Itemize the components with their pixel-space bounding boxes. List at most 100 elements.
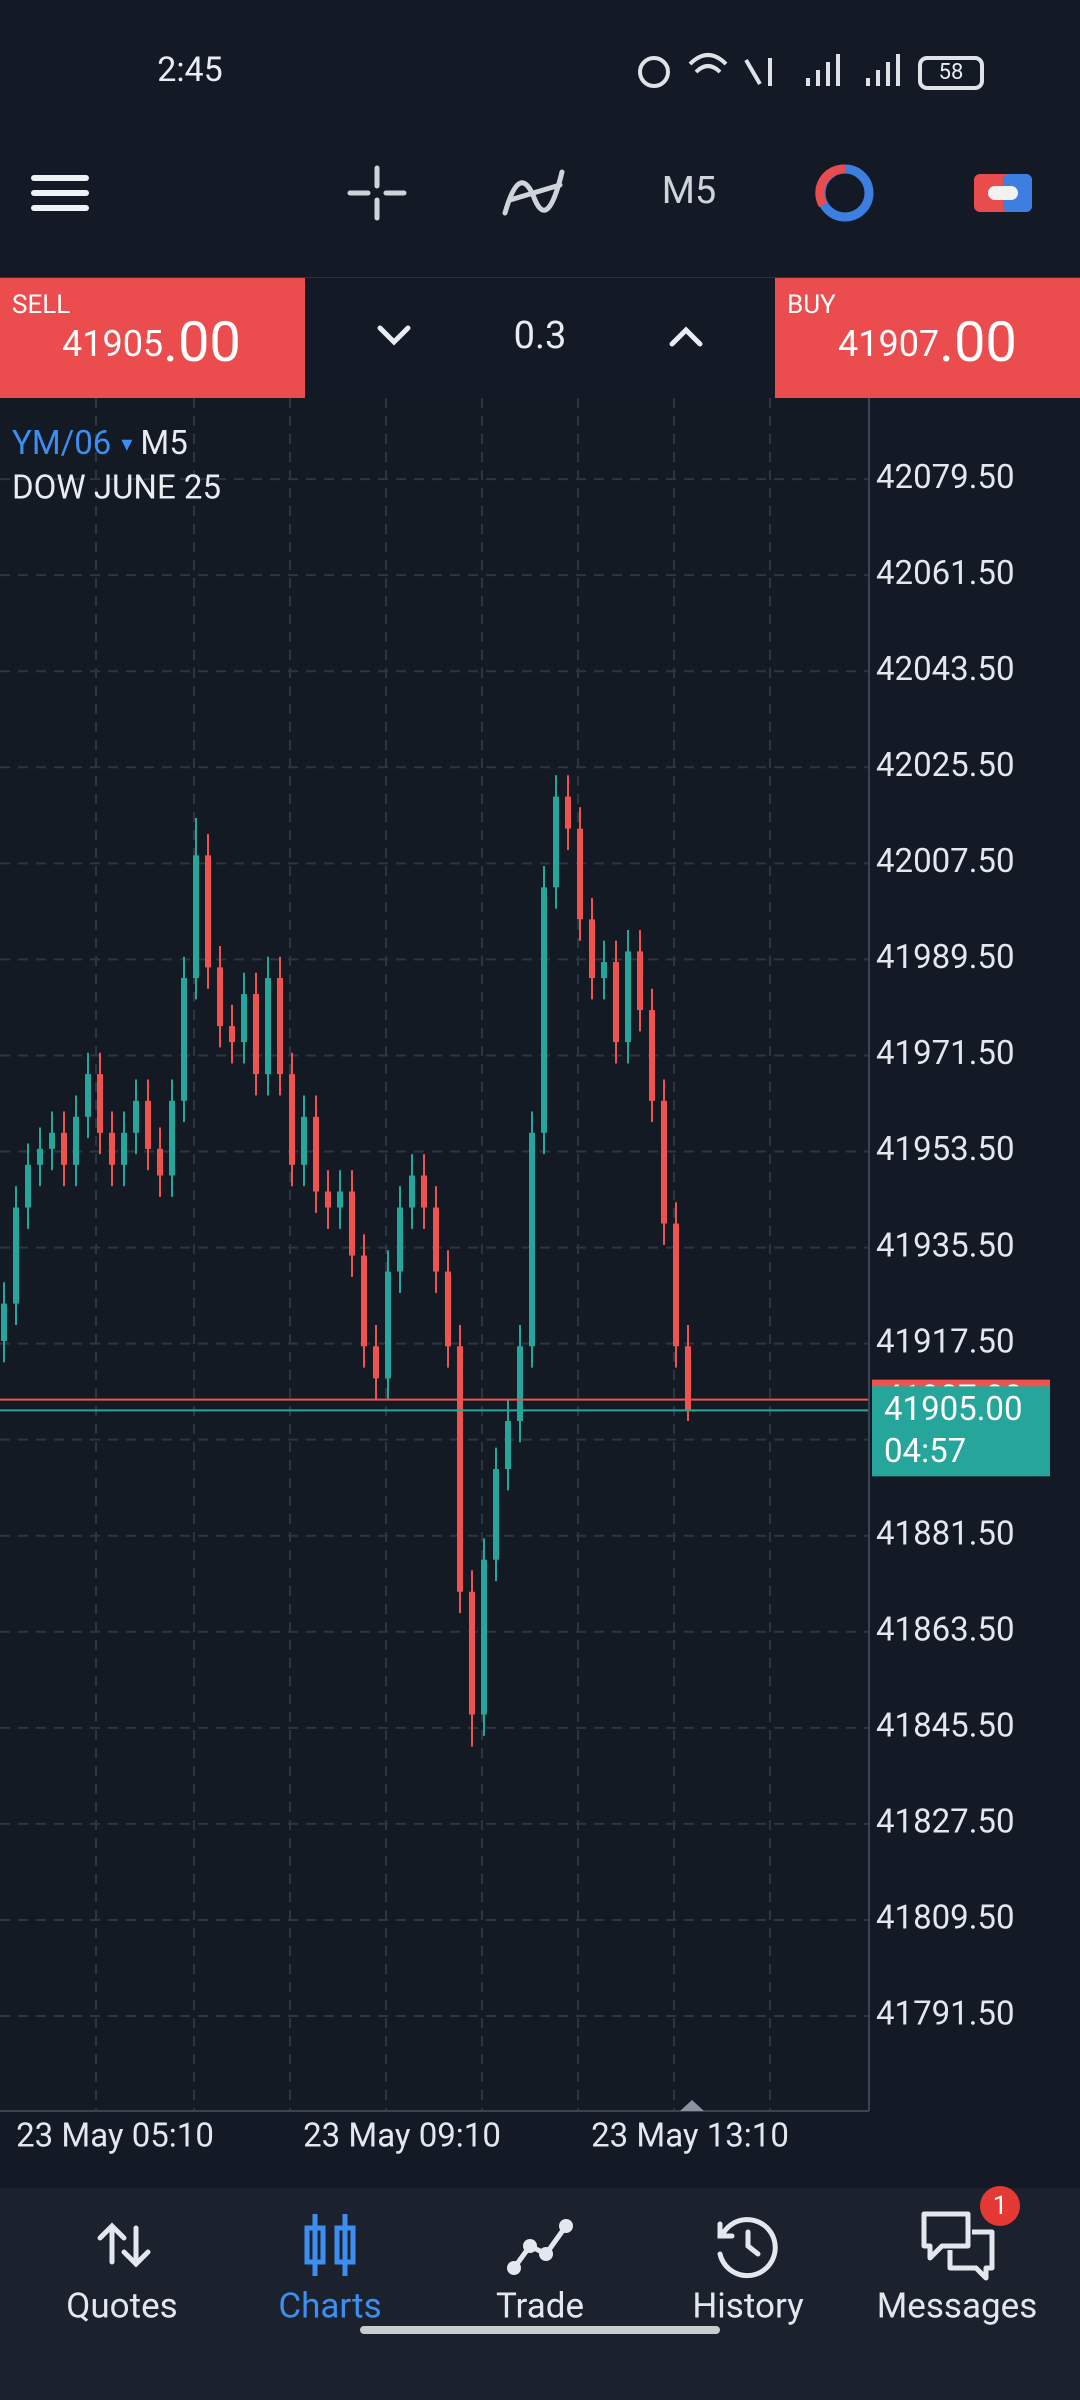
candle-body bbox=[313, 1116, 319, 1192]
nav-trade[interactable]: Trade bbox=[496, 2219, 584, 2326]
badge-count: 1 bbox=[993, 2191, 1008, 2221]
y-tick-label: 41845.50 bbox=[876, 1707, 1015, 1746]
volume-up[interactable] bbox=[669, 326, 703, 347]
timeframe-button[interactable]: M5 bbox=[662, 169, 717, 213]
candle-body bbox=[445, 1271, 451, 1347]
candle-body bbox=[361, 1255, 367, 1347]
nav-history[interactable]: History bbox=[692, 2217, 804, 2327]
bottom-nav bbox=[0, 2188, 1080, 2400]
candles bbox=[1, 775, 691, 1747]
buy-button[interactable]: BUY 41907.00 bbox=[775, 278, 1080, 398]
nav-charts[interactable]: Charts bbox=[278, 2214, 382, 2326]
y-tick-label: 41791.50 bbox=[876, 1995, 1015, 2034]
y-tick-label: 41863.50 bbox=[876, 1611, 1015, 1650]
bid-label: 41905.00 bbox=[884, 1390, 1023, 1429]
one-click-button[interactable] bbox=[815, 164, 874, 222]
candle-body bbox=[517, 1346, 523, 1421]
badge bbox=[980, 2186, 1020, 2226]
sell-button[interactable]: SELL 41905.00 bbox=[0, 278, 305, 398]
candle-body bbox=[529, 1132, 535, 1347]
charts-icon-wick bbox=[312, 2214, 348, 2276]
volume-down[interactable] bbox=[377, 325, 411, 346]
candle-body bbox=[253, 994, 259, 1075]
bid-label-bg bbox=[872, 1386, 1050, 1477]
messages-icon bbox=[921, 2211, 995, 2281]
volume[interactable]: 0.3 bbox=[514, 314, 567, 358]
buy-label: BUY bbox=[787, 290, 836, 320]
buy-price: 41907.00 bbox=[838, 309, 1017, 375]
y-tick-label: 42079.50 bbox=[876, 458, 1015, 497]
candle-body bbox=[121, 1132, 127, 1165]
symbol-dropdown[interactable]: ▾ bbox=[121, 432, 132, 457]
shift-marker[interactable] bbox=[680, 2100, 704, 2111]
candle-body bbox=[577, 828, 583, 920]
alarm-icon bbox=[638, 56, 670, 88]
candle-body bbox=[541, 887, 547, 1133]
trade-toggle-button[interactable] bbox=[974, 174, 1032, 212]
candle-body bbox=[601, 962, 607, 979]
candle-body bbox=[469, 1591, 475, 1715]
candle-body bbox=[397, 1207, 403, 1272]
candle-body bbox=[301, 1116, 307, 1165]
candle-body bbox=[409, 1175, 415, 1208]
candle-body bbox=[553, 796, 559, 888]
candle-body bbox=[457, 1346, 463, 1592]
candle-body bbox=[229, 1026, 235, 1043]
candle-body bbox=[145, 1100, 151, 1149]
candle-body bbox=[673, 1223, 679, 1347]
signal-icon bbox=[806, 54, 900, 86]
call-icon bbox=[744, 58, 772, 86]
candle-body bbox=[265, 978, 271, 1075]
candle-body bbox=[85, 1074, 91, 1117]
candle-body bbox=[505, 1420, 511, 1470]
menu-button[interactable] bbox=[31, 175, 89, 211]
x-tick-label: 23 May 13:10 bbox=[591, 2117, 789, 2156]
y-tick-label: 41881.50 bbox=[876, 1514, 1015, 1553]
candle-body bbox=[433, 1207, 439, 1272]
toggle-knob bbox=[988, 186, 1018, 200]
y-tick-label: 41989.50 bbox=[876, 938, 1015, 977]
trade-icon-dot bbox=[507, 2261, 521, 2275]
y-tick-label: 41917.50 bbox=[876, 1322, 1015, 1361]
y-tick-label: 41935.50 bbox=[876, 1226, 1015, 1265]
y-tick-label: 42007.50 bbox=[876, 842, 1015, 881]
indicators-button[interactable] bbox=[502, 169, 565, 216]
candle-body bbox=[373, 1346, 379, 1379]
battery-icon bbox=[918, 56, 984, 90]
buy-price-small: 41907 bbox=[838, 323, 939, 365]
status-time: 2:45 bbox=[157, 50, 223, 90]
candle-body bbox=[337, 1191, 343, 1208]
countdown: 04:57 bbox=[884, 1432, 966, 1471]
charts-icon-body bbox=[304, 2225, 326, 2265]
vertical-grid bbox=[95, 398, 771, 2111]
candle-body bbox=[1, 1303, 7, 1341]
sell-price: 41905.00 bbox=[62, 309, 241, 375]
nav-quotes[interactable]: Quotes bbox=[66, 2222, 178, 2326]
price-lines bbox=[0, 1398, 869, 1412]
buy-bg bbox=[775, 278, 1080, 398]
wifi-icon bbox=[688, 53, 728, 74]
candle-body bbox=[61, 1132, 67, 1165]
candle-body bbox=[289, 1074, 295, 1165]
chart-symbol[interactable]: YM/06 bbox=[12, 424, 111, 463]
x-tick-label: 23 May 09:10 bbox=[303, 2117, 501, 2156]
sell-bg bbox=[0, 278, 305, 398]
battery-level: 58 bbox=[939, 60, 964, 85]
y-tick-label: 42061.50 bbox=[876, 554, 1015, 593]
candle-body bbox=[349, 1191, 355, 1256]
crosshair-button[interactable] bbox=[347, 165, 407, 221]
chart-symbol-line: YM/06 ▾ M5 bbox=[12, 424, 188, 463]
candle-body bbox=[589, 919, 595, 979]
y-tick-label: 42025.50 bbox=[876, 746, 1015, 785]
candle-body bbox=[217, 967, 223, 1027]
home-indicator[interactable] bbox=[360, 2326, 720, 2334]
candle-body bbox=[37, 1148, 43, 1165]
candle-body bbox=[13, 1207, 19, 1304]
candle-body bbox=[325, 1191, 331, 1208]
chart-description: DOW JUNE 25 bbox=[12, 469, 221, 508]
buy-price-big: .00 bbox=[939, 309, 1017, 375]
charts-icon-body bbox=[334, 2225, 356, 2265]
nav-messages[interactable]: 1 Messages bbox=[877, 2186, 1038, 2326]
